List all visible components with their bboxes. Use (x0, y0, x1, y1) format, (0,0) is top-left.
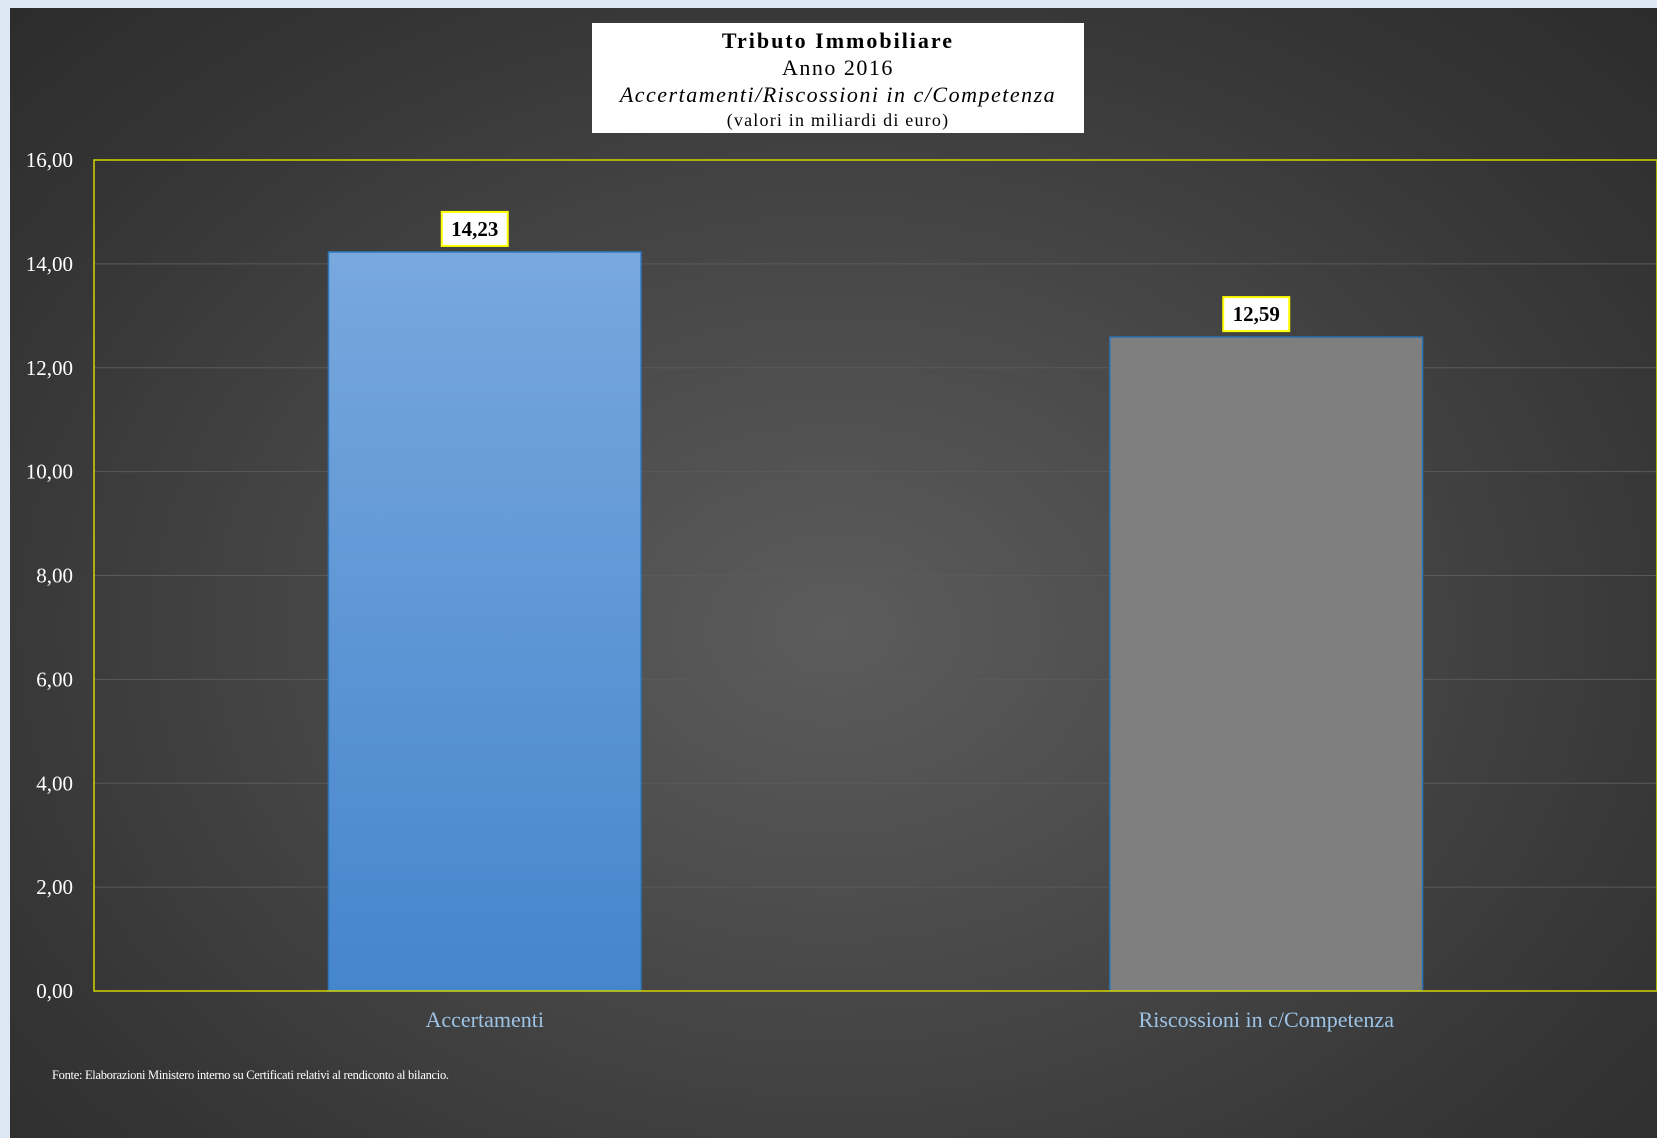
y-tick-label: 14,00 (26, 252, 73, 276)
y-tick-label: 12,00 (26, 356, 73, 380)
plot-area-border (93, 159, 1657, 992)
x-category-label: Riscossioni in c/Competenza (1139, 1007, 1395, 1032)
bar (327, 251, 642, 992)
x-axis: Accertamenti Riscossioni in c/Competenza (426, 1007, 1395, 1032)
y-tick-label: 10,00 (26, 460, 73, 484)
source-note: Fonte: Elaborazioni Ministero interno su… (52, 1068, 449, 1082)
data-label-box (440, 210, 509, 247)
y-tick-label: 16,00 (26, 148, 73, 172)
chart-year: Anno 2016 (782, 55, 894, 80)
y-axis: 0,00 2,00 4,00 6,00 8,00 10,00 12,00 14,00 16,00 (26, 148, 73, 1003)
x-category-label: Accertamenti (426, 1007, 545, 1032)
chart-title: Tributo Immobiliare (721, 28, 955, 53)
y-tick-label: 8,00 (36, 564, 73, 588)
bars: 14,23 12,59 (327, 210, 1424, 992)
y-tick-label: 6,00 (36, 667, 73, 691)
chart-frame: 0,00 2,00 4,00 6,00 8,00 10,00 12,00 14,00 16,00… (10, 8, 1657, 1138)
chart-subtitle: Accertamenti/Riscossioni in c/Competenza (619, 82, 1057, 107)
y-tick-label: 0,00 (36, 979, 73, 1003)
bar-chart: 0,00 2,00 4,00 6,00 8,00 10,00 12,00 14,00 16,00… (26, 148, 1657, 1032)
y-tick-label: 4,00 (36, 771, 73, 795)
chart-title-box: Tributo Immobiliare Anno 2016 Accertamen… (592, 23, 1084, 133)
chart-units: (valori in miliardi di euro) (726, 110, 950, 130)
bar (1109, 336, 1424, 992)
data-label: 12,59 (1233, 302, 1280, 326)
data-label: 14,23 (451, 217, 498, 241)
y-tick-label: 2,00 (36, 875, 73, 899)
data-label-box (1222, 296, 1291, 333)
